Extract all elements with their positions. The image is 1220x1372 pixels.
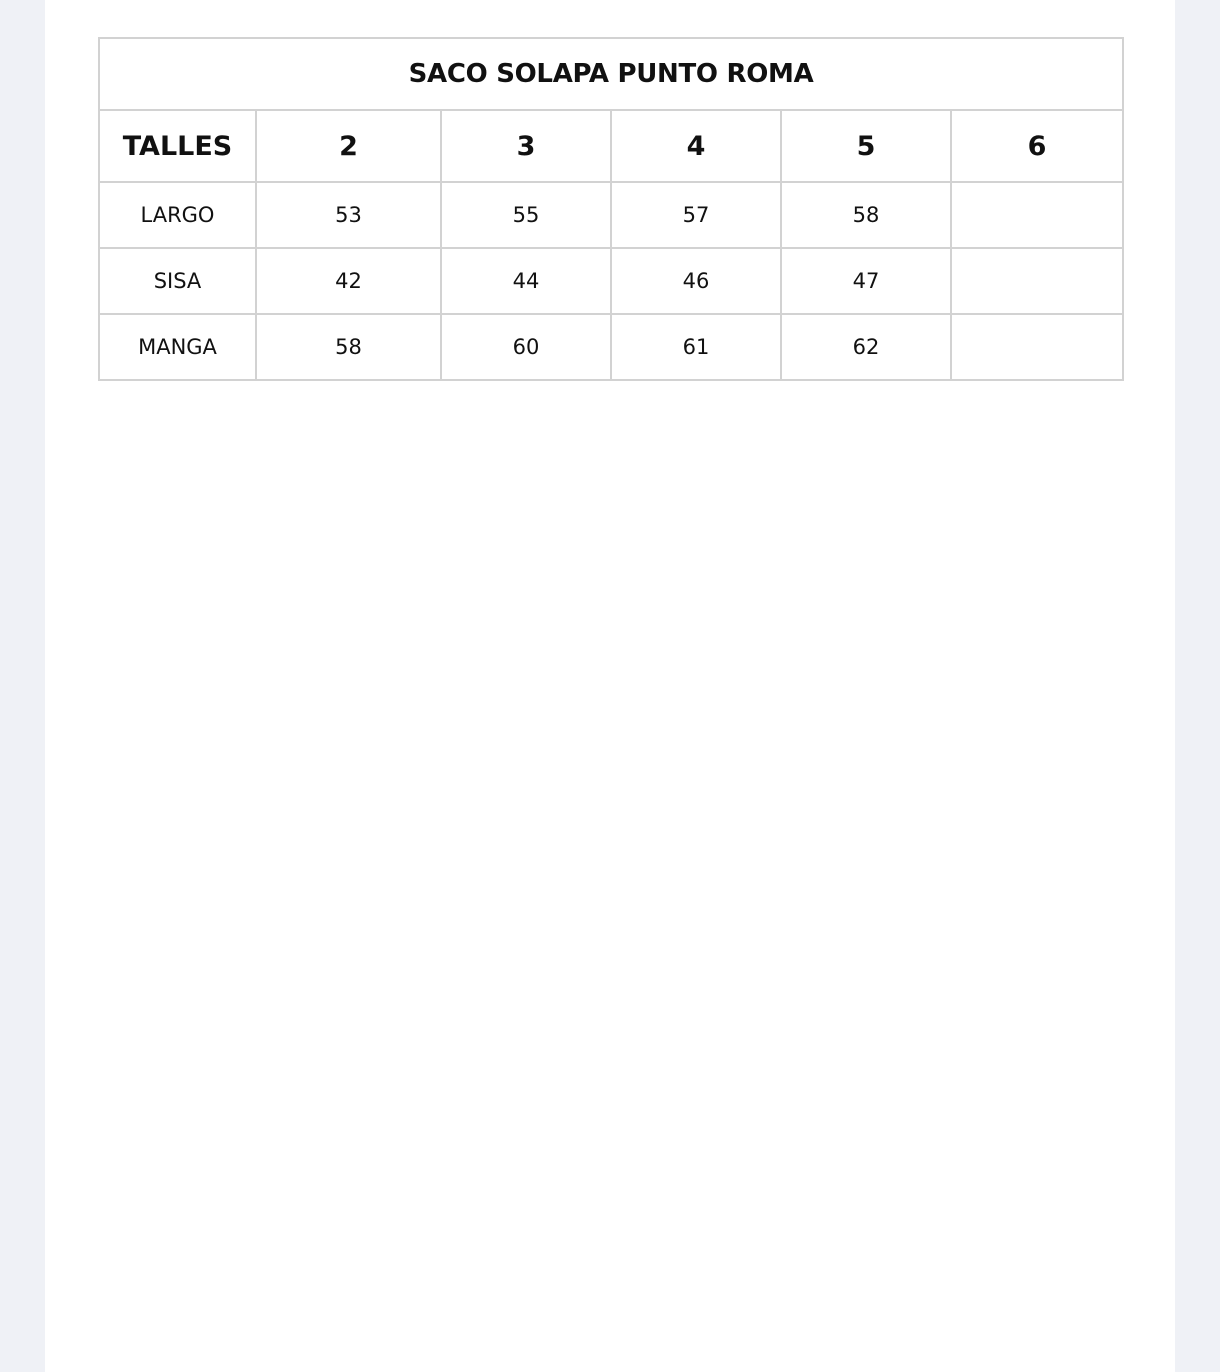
row-label: MANGA — [98, 313, 257, 381]
cell: 47 — [780, 247, 952, 315]
cell — [950, 247, 1124, 315]
table-title: SACO SOLAPA PUNTO ROMA — [98, 37, 1124, 111]
header-cell: 2 — [255, 109, 442, 183]
cell: 44 — [440, 247, 612, 315]
header-row: TALLES 2 3 4 5 6 — [98, 109, 1124, 183]
table-row: MANGA 58 60 61 62 — [98, 313, 1124, 381]
cell — [950, 313, 1124, 381]
row-label: SISA — [98, 247, 257, 315]
cell: 42 — [255, 247, 442, 315]
header-cell: 5 — [780, 109, 952, 183]
cell: 46 — [610, 247, 782, 315]
header-cell: 6 — [950, 109, 1124, 183]
cell: 57 — [610, 181, 782, 249]
cell: 55 — [440, 181, 612, 249]
table-row: LARGO 53 55 57 58 — [98, 181, 1124, 249]
cell: 58 — [255, 313, 442, 381]
cell: 60 — [440, 313, 612, 381]
cell: 58 — [780, 181, 952, 249]
document-page: SACO SOLAPA PUNTO ROMA TALLES 2 3 4 5 6 … — [45, 0, 1175, 1372]
table-row: SISA 42 44 46 47 — [98, 247, 1124, 315]
row-label: LARGO — [98, 181, 257, 249]
header-cell: TALLES — [98, 109, 257, 183]
cell: 61 — [610, 313, 782, 381]
size-table: SACO SOLAPA PUNTO ROMA TALLES 2 3 4 5 6 … — [98, 37, 1124, 381]
header-cell: 4 — [610, 109, 782, 183]
cell: 62 — [780, 313, 952, 381]
header-cell: 3 — [440, 109, 612, 183]
cell: 53 — [255, 181, 442, 249]
cell — [950, 181, 1124, 249]
